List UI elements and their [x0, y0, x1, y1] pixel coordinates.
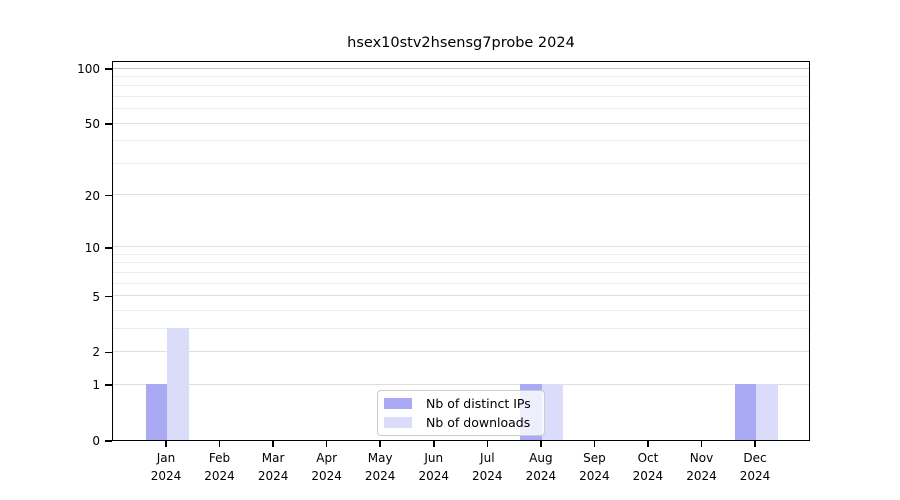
bar-downloads-dec [756, 384, 778, 440]
bar-distinct-ips-jan [145, 384, 167, 440]
x-tick-label-aug: Aug 2024 [525, 451, 557, 483]
x-tick-label-jun: Jun 2024 [418, 451, 450, 483]
y-tick-0 [105, 440, 112, 442]
legend-swatch-downloads [384, 416, 412, 428]
chart-title: hsex10stv2hsensg7probe 2024 [347, 35, 575, 51]
x-tick-label-feb: Feb 2024 [204, 451, 235, 483]
x-tick-mar [272, 441, 274, 447]
y-tick-5 [105, 295, 112, 298]
y-tick-100 [105, 68, 112, 70]
x-tick-label-jan: Jan 2024 [150, 451, 182, 483]
x-tick-nov [700, 441, 703, 447]
gridline-y-60 [113, 108, 809, 110]
y-tick-label-10: 10 [84, 240, 100, 255]
y-tick-label-5: 5 [92, 289, 100, 304]
gridline-y-10 [113, 246, 809, 248]
gridline-y-4 [113, 309, 809, 311]
x-tick-label-nov: Nov 2024 [686, 451, 717, 483]
bar-downloads-jan [167, 328, 189, 440]
bar-distinct-ips-dec [734, 384, 757, 440]
x-tick-label-apr: Apr 2024 [311, 451, 342, 483]
gridline-y-8 [113, 262, 809, 264]
gridline-y-80 [113, 85, 809, 87]
gridline-y-90 [113, 75, 809, 77]
x-tick-sep [593, 441, 596, 447]
gridline-y-1 [113, 383, 809, 385]
gridline-y-5 [113, 295, 809, 297]
x-tick-label-mar: Mar 2024 [257, 451, 289, 483]
legend-entry-distinct-ips: Nb of distinct IPs [384, 396, 538, 411]
y-tick-label-20: 20 [84, 188, 100, 203]
y-tick-label-1: 1 [92, 378, 100, 393]
x-tick-feb [218, 441, 221, 447]
x-tick-may [379, 441, 381, 447]
gridline-y-3 [113, 327, 809, 329]
x-tick-label-jul: Jul 2024 [472, 451, 503, 483]
x-tick-oct [647, 441, 649, 447]
x-tick-label-sep: Sep 2024 [579, 451, 610, 483]
y-tick-50 [105, 123, 112, 125]
legend-entry-downloads: Nb of downloads [384, 415, 538, 430]
gridline-y-9 [113, 253, 809, 255]
gridline-y-50 [113, 122, 809, 124]
y-tick-2 [105, 351, 112, 354]
x-tick-aug [540, 441, 542, 447]
gridline-y-20 [113, 194, 809, 196]
y-tick-20 [105, 194, 112, 197]
gridline-y-30 [113, 162, 809, 164]
legend-label-distinct-ips: Nb of distinct IPs [426, 396, 531, 412]
x-tick-jul [486, 441, 489, 447]
x-tick-label-oct: Oct 2024 [632, 451, 664, 483]
y-tick-1 [105, 384, 112, 386]
x-tick-apr [325, 441, 328, 447]
plot-area [112, 61, 810, 441]
gridline-y-100 [113, 67, 809, 69]
gridline-y-70 [113, 95, 809, 97]
y-tick-10 [105, 246, 112, 249]
gridline-y-6 [113, 282, 809, 284]
y-tick-label-50: 50 [84, 117, 100, 132]
legend: Nb of distinct IPs Nb of downloads [377, 390, 545, 436]
legend-swatch-distinct-ips [384, 398, 412, 410]
bar-downloads-aug [541, 384, 564, 440]
x-tick-dec [754, 441, 756, 447]
x-tick-jan [165, 441, 167, 447]
gridline-y-2 [113, 350, 809, 352]
y-tick-label-0: 0 [92, 434, 100, 448]
x-tick-jun [432, 441, 435, 447]
gridline-y-7 [113, 271, 809, 273]
legend-label-downloads: Nb of downloads [426, 414, 531, 430]
gridline-y-40 [113, 140, 809, 142]
x-tick-label-may: May 2024 [364, 451, 396, 483]
x-tick-label-dec: Dec 2024 [739, 451, 771, 483]
y-tick-label-2: 2 [92, 345, 100, 360]
y-tick-label-100: 100 [77, 62, 100, 77]
